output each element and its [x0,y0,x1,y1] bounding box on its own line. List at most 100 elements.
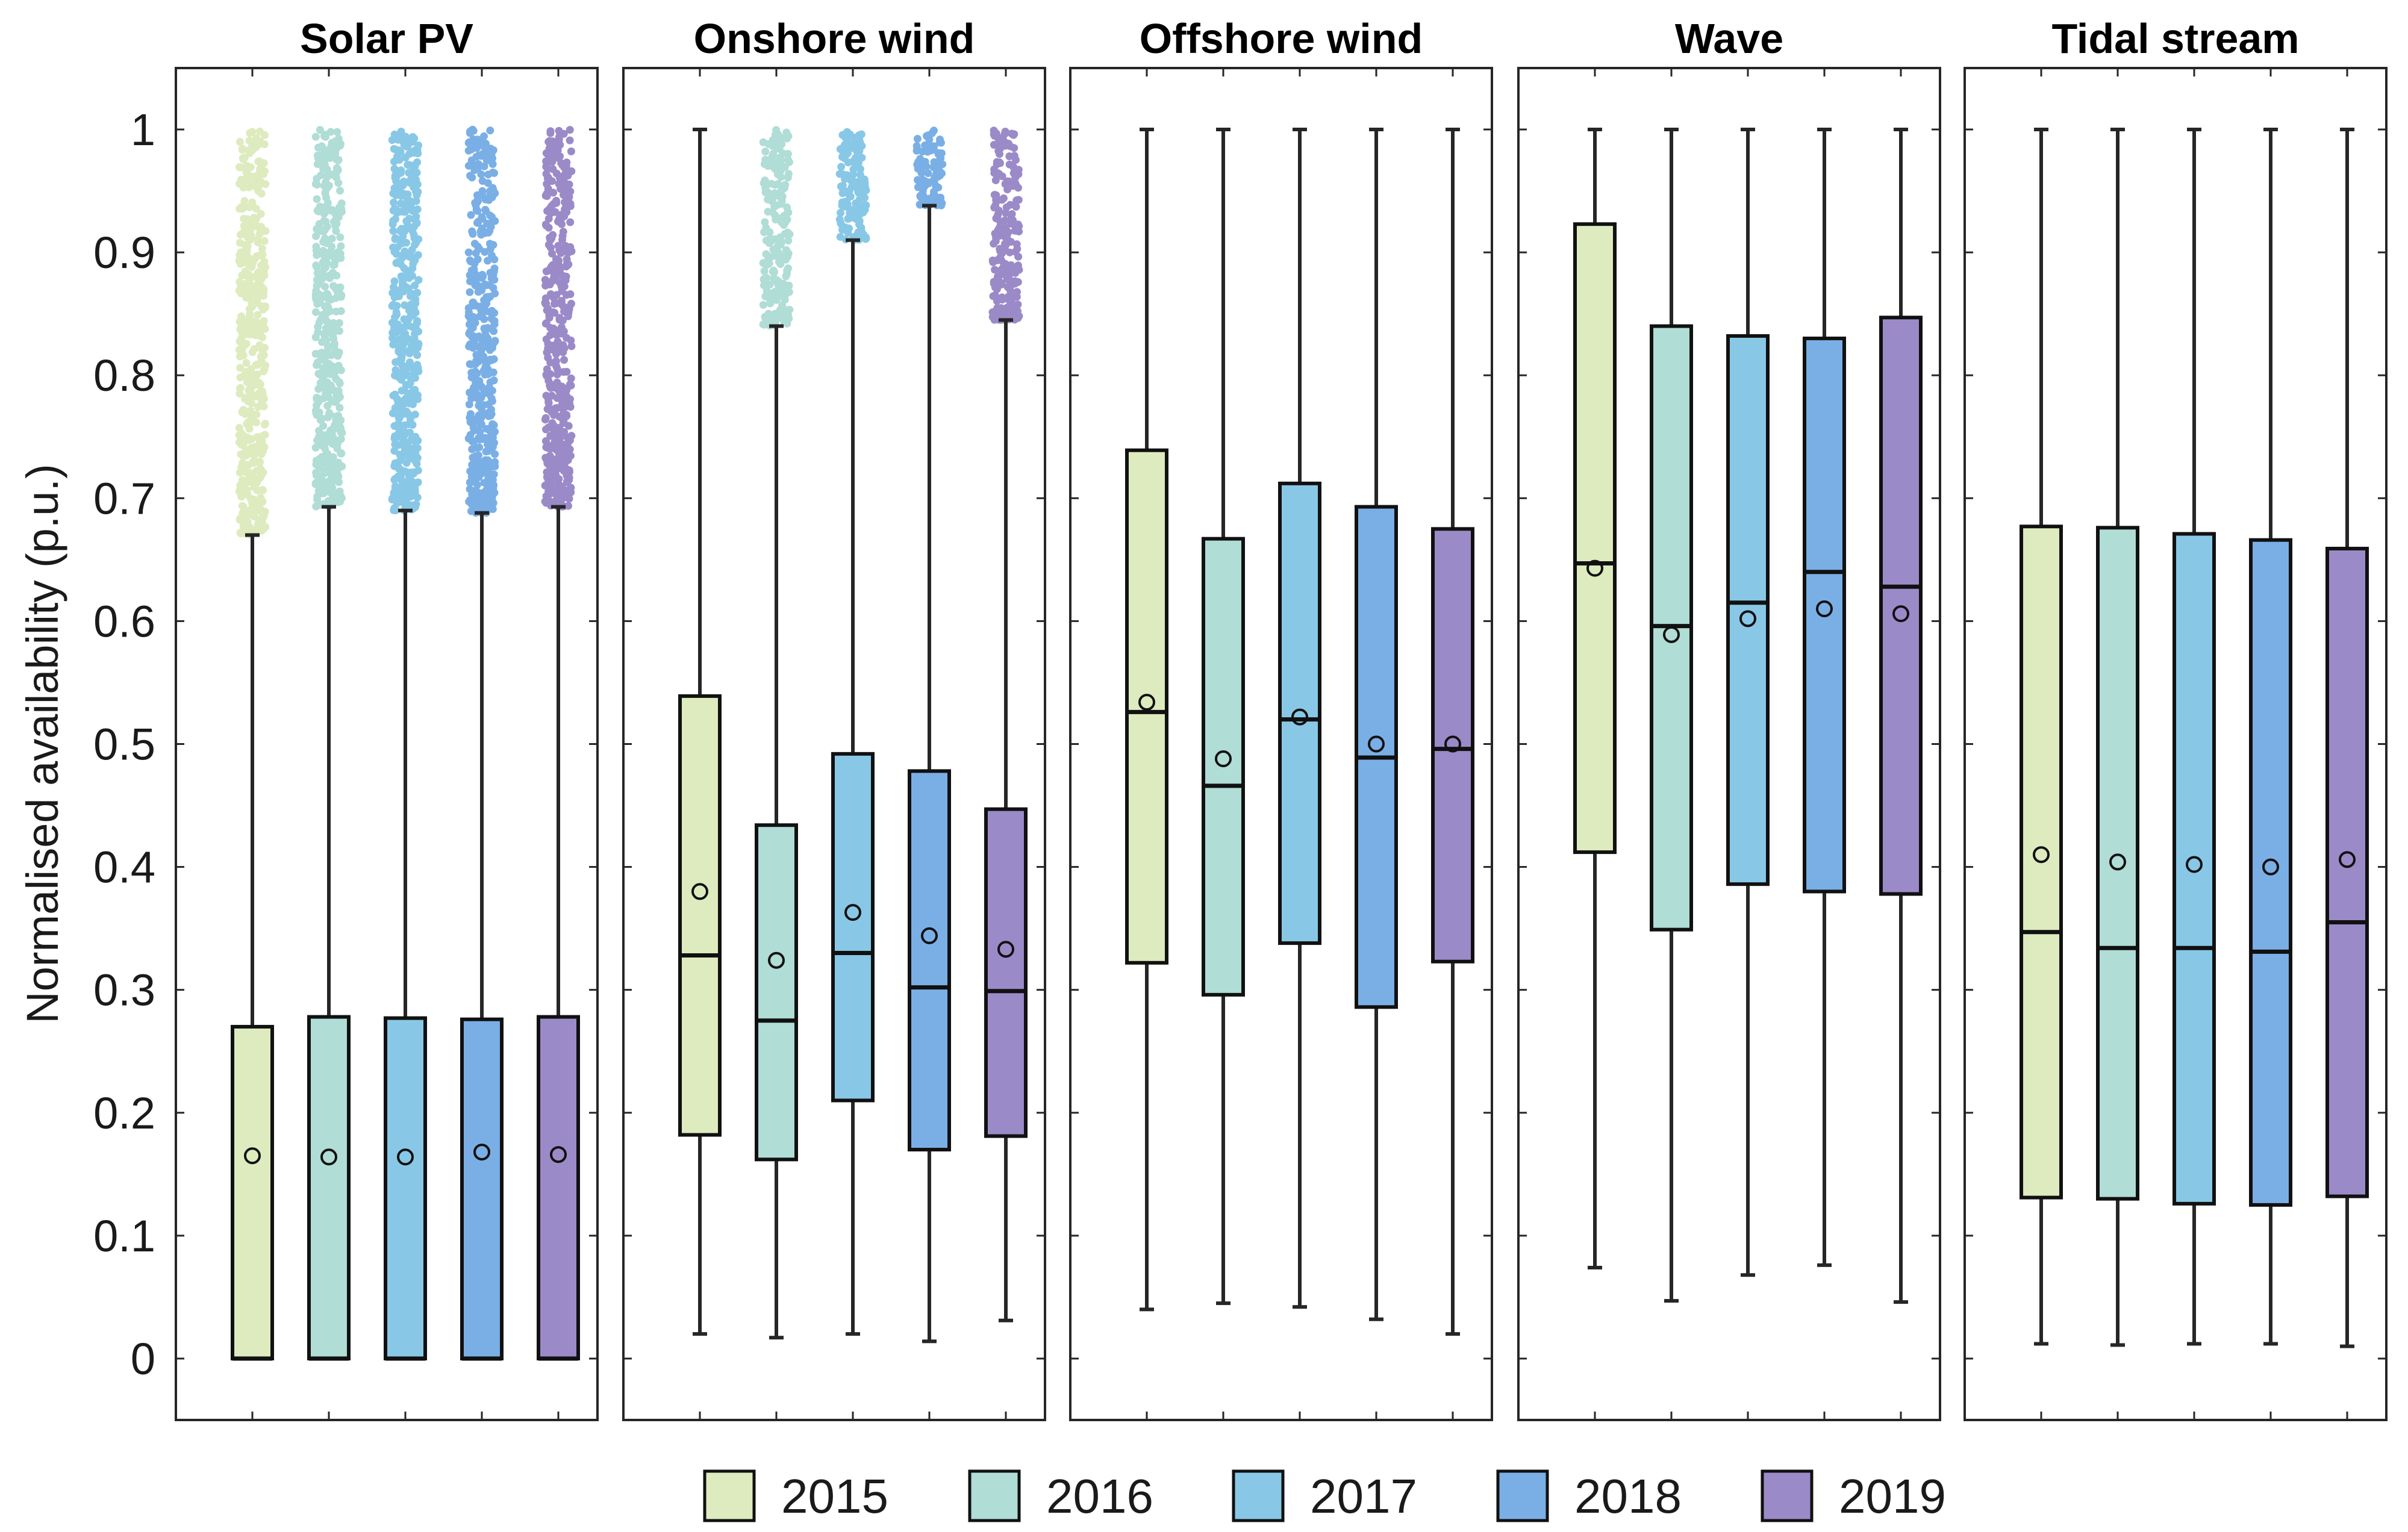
outlier-point [1001,180,1009,188]
outlier-point [772,216,780,224]
box-iqr [537,1015,580,1361]
outlier-point [394,433,402,441]
outlier-point [391,191,400,199]
outlier-point [557,329,565,338]
outlier-point [546,236,555,244]
outlier-point [235,469,244,477]
outlier-point [414,276,423,284]
outlier-point [552,357,560,365]
outlier-point [411,346,420,354]
outlier-point [781,184,788,192]
outlier-point [472,452,480,461]
outlier-point [483,497,491,506]
outlier-point [1006,312,1015,320]
outlier-point [561,241,570,250]
outlier-point [316,298,324,307]
mean-marker [1892,605,1909,623]
outlier-point [484,456,492,464]
outlier-point [321,370,329,379]
outlier-point [330,343,338,351]
outlier-point [479,352,488,361]
outlier-point [334,179,343,187]
outlier-point [760,179,768,187]
outlier-point [404,420,413,428]
outlier-point [475,151,483,160]
outlier-point [474,217,482,226]
outlier-point [557,497,565,505]
box-2018 [460,68,504,1420]
outlier-point [405,252,413,261]
outlier-point [482,409,490,418]
outlier-point [1003,232,1011,241]
panel-offshore-wind: Offshore wind [1069,15,1493,1421]
outlier-point [846,209,854,217]
outlier-point [561,403,569,411]
outlier-point [235,515,244,524]
outlier-point [314,275,323,284]
outlier-point [332,375,340,383]
outlier-point [238,430,246,438]
outlier-point [774,180,782,188]
legend-swatch [1496,1469,1549,1522]
outlier-point [490,355,498,363]
outlier-point [332,219,341,228]
outlier-point [407,490,415,498]
outlier-point [856,170,864,179]
outlier-point [260,266,268,275]
outlier-point [312,246,320,255]
outlier-point [761,148,770,156]
outlier-point [543,157,551,166]
outlier-point [484,294,492,303]
outlier-point [248,300,256,308]
outlier-point [473,461,481,470]
outlier-point [239,441,248,449]
outlier-point [491,450,499,458]
outlier-point [858,154,866,162]
outlier-point [488,443,497,451]
outlier-point [769,142,777,150]
y-tick-label: 0.9 [93,228,155,278]
outlier-point [919,148,927,156]
outlier-point [567,147,575,155]
outlier-point [246,419,255,427]
outlier-point [332,155,340,163]
outlier-point [762,223,770,232]
outlier-point [775,249,783,257]
outlier-point [476,428,484,436]
outlier-point [470,265,478,273]
outlier-point [464,434,473,443]
outlier-point [776,233,785,241]
outlier-point [252,178,261,187]
outlier-point [402,381,410,389]
outlier-point [549,469,558,478]
outlier-point [405,214,413,223]
outlier-point [473,499,482,507]
outlier-point [1001,240,1009,248]
outlier-point [388,288,397,297]
outlier-point [246,203,254,211]
outlier-point [395,426,404,434]
y-tick-label: 0.3 [93,965,155,1015]
outlier-point [784,155,792,164]
outlier-point [776,166,785,175]
outlier-point [565,494,573,503]
y-tick-label: 0.7 [93,473,155,523]
legend: 2015 2016 2017 2018 2019 [703,1469,1946,1523]
outlier-points [541,126,576,511]
outlier-point [472,357,481,365]
outlier-point [776,155,784,163]
outlier-point [560,163,569,172]
outlier-point [845,224,853,232]
panel-title: Onshore wind [694,15,975,62]
outlier-point [315,432,323,441]
box-2018 [2249,68,2292,1420]
outlier-point [566,136,574,145]
outlier-point [545,137,554,145]
outlier-point [388,136,396,144]
outlier-point [479,366,488,375]
outlier-point [1003,283,1012,291]
outlier-point [469,418,477,426]
outlier-point [257,223,266,231]
outlier-point [1009,182,1017,190]
box-2016 [1650,68,1693,1420]
